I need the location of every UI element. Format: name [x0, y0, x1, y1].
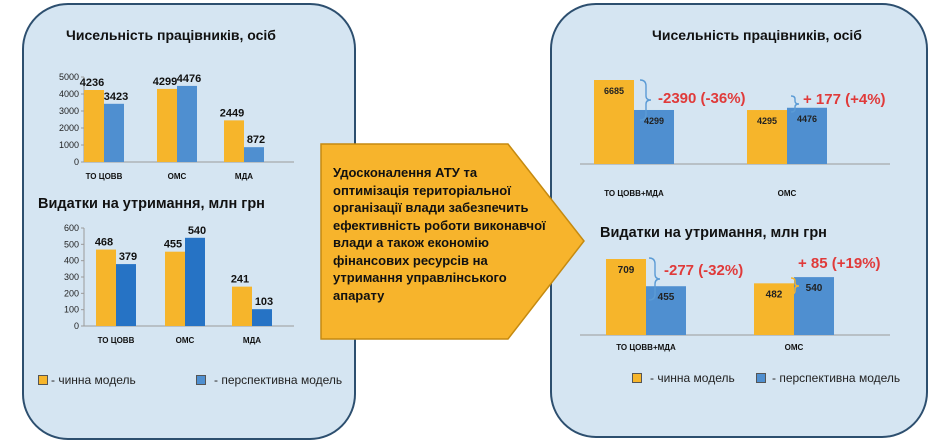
bar — [754, 283, 794, 335]
y-tick-label: 4000 — [59, 89, 79, 99]
data-label: 540 — [806, 283, 823, 294]
bar — [794, 277, 834, 335]
y-tick-label: 500 — [64, 239, 79, 249]
right-employees-title: Чисельність працівників, осіб — [652, 27, 862, 43]
bar — [606, 259, 646, 335]
data-label: 482 — [766, 289, 783, 300]
bar — [634, 109, 674, 164]
bar — [747, 110, 787, 164]
central-arrow — [320, 143, 585, 340]
data-label: 4476 — [797, 114, 817, 124]
bar — [157, 88, 177, 162]
right-legend-prospective: - перспективна модель — [756, 371, 900, 385]
data-label: 4299 — [153, 76, 177, 88]
category-label: МДА — [243, 336, 261, 345]
right-legend-current: - чинна модель — [632, 371, 735, 385]
category-label: ТО ЦОВВ+МДА — [604, 189, 664, 198]
bar — [244, 147, 264, 162]
category-label: ОМС — [785, 343, 804, 352]
bar — [252, 309, 272, 326]
note-expenses-toc: -277 (-32%) — [664, 262, 744, 279]
legend-label-prospective: - перспективна модель — [772, 371, 901, 385]
data-label: 455 — [658, 292, 675, 303]
category-label: ОМС — [168, 172, 187, 181]
bar — [165, 251, 185, 326]
bar — [594, 80, 634, 164]
data-label: 4295 — [757, 116, 777, 126]
y-tick-label: 200 — [64, 288, 79, 298]
data-label: 3423 — [104, 91, 128, 103]
data-label: 241 — [231, 274, 249, 286]
legend-swatch-current — [632, 373, 642, 383]
category-label: ОМС — [176, 336, 195, 345]
data-label: 379 — [119, 251, 137, 263]
left-legend-prospective: - перспективна модель — [196, 373, 342, 387]
y-tick-label: 0 — [74, 321, 79, 331]
brace-expenses-oms — [790, 277, 800, 295]
y-tick-label: 400 — [64, 256, 79, 266]
brace-employees-toc — [639, 79, 652, 121]
bar — [84, 89, 104, 162]
data-label: 709 — [618, 265, 635, 276]
legend-label-current: - чинна модель — [650, 371, 735, 385]
y-tick-label: 600 — [64, 223, 79, 233]
data-label: 872 — [247, 134, 265, 146]
category-label: ТО ЦОВВ — [98, 336, 135, 345]
y-tick-label: 3000 — [59, 106, 79, 116]
legend-swatch-current — [38, 375, 48, 385]
bar — [177, 85, 197, 162]
bar — [646, 286, 686, 335]
data-label: 4299 — [644, 116, 664, 126]
bar — [224, 120, 244, 162]
bar — [185, 237, 205, 326]
category-label: ТО ЦОВВ — [86, 172, 123, 181]
data-label: 6685 — [604, 86, 624, 96]
category-label: МДА — [235, 172, 253, 181]
y-tick-label: 1000 — [59, 140, 79, 150]
legend-swatch-prospective — [196, 375, 206, 385]
y-tick-label: 0 — [74, 157, 79, 167]
data-label: 2449 — [220, 107, 244, 119]
left-legend-current: - чинна модель — [38, 373, 136, 387]
data-label: 4236 — [80, 77, 104, 89]
left-panel — [22, 3, 356, 440]
legend-label-current: - чинна модель — [51, 373, 136, 387]
bar — [96, 249, 116, 326]
data-label: 540 — [188, 225, 206, 237]
brace-expenses-toc — [648, 257, 661, 301]
category-label: ОМС — [778, 189, 797, 198]
note-employees-oms: + 177 (+4%) — [803, 91, 886, 108]
y-tick-label: 2000 — [59, 123, 79, 133]
legend-swatch-prospective — [756, 373, 766, 383]
y-tick-label: 5000 — [59, 72, 79, 82]
note-expenses-oms: + 85 (+19%) — [798, 255, 881, 272]
note-employees-toc: -2390 (-36%) — [658, 90, 746, 107]
left-employees-title: Чисельність працівників, осіб — [66, 27, 276, 43]
y-tick-label: 300 — [64, 272, 79, 282]
right-panel — [550, 3, 928, 438]
bar — [787, 107, 827, 164]
legend-label-prospective: - перспективна модель — [214, 373, 343, 387]
right-expenses-title: Видатки на утримання, млн грн — [600, 225, 827, 241]
bar — [232, 286, 252, 326]
y-tick-label: 100 — [64, 305, 79, 315]
category-label: ТО ЦОВВ+МДА — [616, 343, 676, 352]
arrow-text: Удосконалення АТУ та оптимізація територ… — [333, 165, 546, 303]
left-expenses-title: Видатки на утримання, млн грн — [38, 196, 265, 212]
data-label: 455 — [164, 239, 182, 251]
brace-employees-oms — [790, 95, 800, 113]
bar — [116, 264, 136, 326]
data-label: 468 — [95, 237, 113, 249]
data-label: 4476 — [177, 73, 201, 85]
bar — [104, 103, 124, 162]
data-label: 103 — [255, 296, 273, 308]
